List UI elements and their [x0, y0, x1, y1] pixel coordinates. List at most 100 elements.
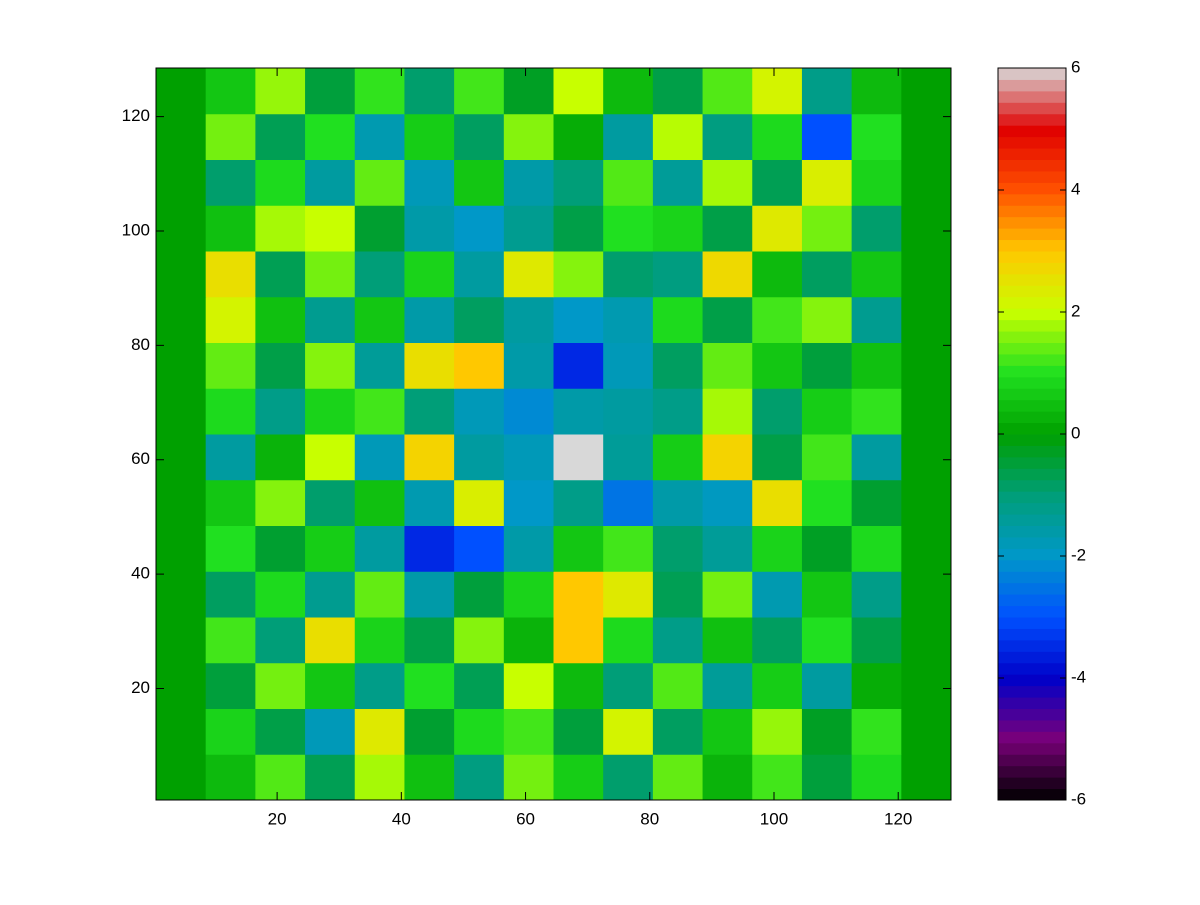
colorbar-tick-label: -6 — [1071, 789, 1086, 808]
colorbar-segment — [998, 148, 1066, 160]
heatmap-cell — [752, 342, 803, 389]
heatmap-cell — [205, 617, 256, 664]
heatmap-cell — [156, 251, 207, 298]
heatmap-cell — [801, 479, 853, 526]
colorbar-tick-label: 0 — [1071, 423, 1080, 442]
colorbar-segment — [998, 193, 1066, 206]
heatmap-cell — [503, 754, 554, 801]
colorbar-segment — [998, 296, 1066, 309]
colorbar-segment — [998, 685, 1066, 698]
heatmap-cell — [503, 571, 554, 618]
colorbar-segment — [998, 605, 1066, 618]
heatmap-cell — [156, 708, 207, 755]
heatmap-cell — [851, 342, 902, 389]
colorbar-segment — [998, 742, 1066, 755]
heatmap-cell — [305, 388, 356, 435]
heatmap-cell — [901, 342, 952, 389]
colorbar-segment — [998, 273, 1066, 286]
heatmap-cell — [205, 525, 256, 572]
colorbar-segment — [998, 182, 1066, 195]
heatmap-cell — [454, 205, 505, 252]
heatmap-cell — [702, 342, 753, 389]
heatmap-cell — [156, 571, 207, 618]
heatmap-cell — [702, 617, 753, 664]
heatmap-cell — [851, 662, 902, 709]
heatmap-cell — [851, 251, 902, 298]
heatmap-cell — [255, 68, 306, 115]
colorbar-tick-label: -2 — [1071, 545, 1086, 564]
heatmap-cell — [156, 662, 207, 709]
heatmap-cell — [305, 113, 356, 160]
heatmap-cell — [404, 434, 455, 481]
heatmap-cell — [901, 388, 952, 435]
heatmap-cell — [354, 434, 405, 481]
heatmap-cell — [205, 479, 256, 526]
heatmap-cell — [901, 708, 952, 755]
colorbar-segment — [998, 308, 1066, 321]
heatmap-cell — [901, 662, 952, 709]
heatmap-cell — [801, 525, 853, 572]
heatmap-cell — [404, 251, 455, 298]
heatmap-cell — [255, 251, 306, 298]
colorbar-segment — [998, 525, 1066, 538]
heatmap-cell — [603, 251, 654, 298]
heatmap-cell — [354, 159, 405, 206]
heatmap-cell — [205, 662, 256, 709]
heatmap-cell — [801, 113, 853, 160]
heatmap-cell — [702, 205, 753, 252]
colorbar-segment — [998, 216, 1066, 229]
heatmap-cell — [752, 159, 803, 206]
heatmap-cell — [354, 617, 405, 664]
heatmap-cell — [801, 159, 853, 206]
heatmap-cell — [652, 434, 704, 481]
heatmap-cell — [603, 479, 654, 526]
heatmap-cell — [454, 662, 505, 709]
heatmap-cell — [553, 159, 604, 206]
heatmap-cell — [205, 205, 256, 252]
heatmap-cell — [255, 662, 306, 709]
heatmap-cell — [454, 296, 505, 343]
heatmap-cell — [652, 113, 704, 160]
heatmap-cell — [156, 388, 207, 435]
heatmap-cell — [801, 434, 853, 481]
heatmap-cell — [603, 571, 654, 618]
heatmap-cell — [354, 479, 405, 526]
colorbar-segment — [998, 262, 1066, 275]
heatmap-cell — [702, 434, 753, 481]
heatmap-cell — [901, 525, 952, 572]
heatmap-cell — [354, 525, 405, 572]
heatmap-cell — [404, 708, 455, 755]
heatmap-cell — [205, 296, 256, 343]
heatmap-cell — [702, 754, 753, 801]
heatmap-cell — [652, 342, 704, 389]
heatmap-cell — [801, 662, 853, 709]
heatmap-cell — [603, 205, 654, 252]
heatmap-cell — [901, 113, 952, 160]
y-tick-label: 20 — [131, 678, 150, 697]
colorbar-segment — [998, 708, 1066, 721]
colorbar-segment — [998, 559, 1066, 572]
heatmap-cell — [553, 617, 604, 664]
heatmap-cell — [404, 662, 455, 709]
heatmap-cell — [553, 571, 604, 618]
colorbar-segment — [998, 125, 1066, 138]
heatmap-cell — [652, 68, 704, 115]
colorbar-segment — [998, 502, 1066, 515]
heatmap-cell — [851, 525, 902, 572]
heatmap-cell — [603, 388, 654, 435]
heatmap-cell — [205, 342, 256, 389]
colorbar-segment — [998, 239, 1066, 252]
y-tick-label: 80 — [131, 335, 150, 354]
heatmap-cell — [603, 525, 654, 572]
heatmap-cell — [901, 617, 952, 664]
heatmap-cell — [404, 159, 455, 206]
heatmap-cell — [354, 296, 405, 343]
heatmap-cell — [901, 296, 952, 343]
x-tick-label: 100 — [760, 809, 788, 828]
heatmap-cell — [652, 754, 704, 801]
heatmap-cell — [404, 68, 455, 115]
heatmap-cell — [752, 296, 803, 343]
x-tick-label: 60 — [516, 809, 535, 828]
heatmap-cell — [404, 617, 455, 664]
